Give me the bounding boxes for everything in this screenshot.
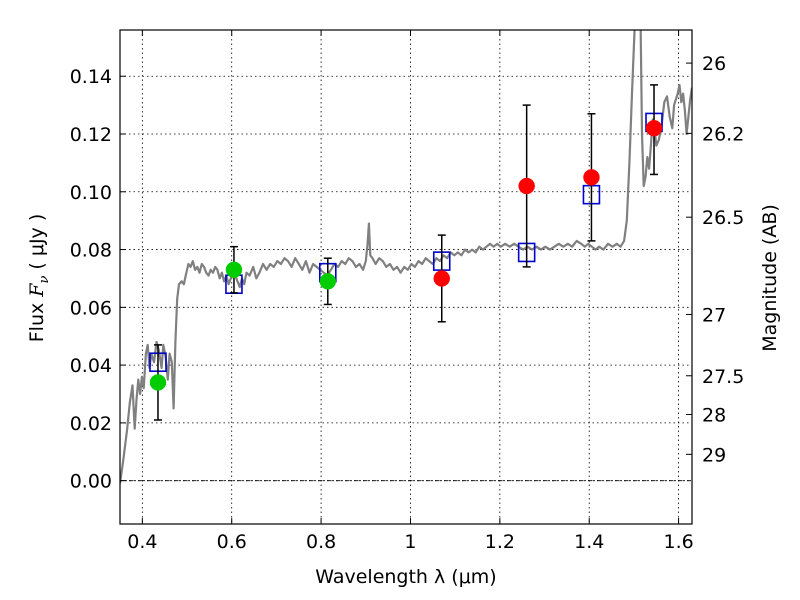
y-axis-label-prefix: Flux [26, 297, 48, 343]
y-tick-label: 0.08 [70, 240, 112, 262]
x-tick-label: 1.6 [663, 531, 693, 553]
x-tick-label: 0.8 [306, 531, 336, 553]
y-tick-label: 0.00 [70, 471, 112, 493]
right-tick-label: 29 [702, 444, 726, 466]
y-axis-label-symbol: F [26, 283, 48, 298]
observed-point [645, 119, 663, 137]
spectrum-line-segment-2 [639, 30, 692, 188]
y-axis-label-left: Flux Fν ( μJy ) [26, 214, 52, 343]
y-axis-label-subscript: ν [37, 276, 52, 284]
y-tick-label: 0.02 [70, 413, 112, 435]
plot-area [120, 30, 692, 484]
observed-point [583, 169, 600, 186]
x-tick-label: 1.2 [485, 531, 515, 553]
y-tick-label: 0.04 [70, 355, 112, 377]
x-tick-label: 0.4 [127, 531, 157, 553]
x-tick-label: 0.6 [217, 531, 247, 553]
x-axis-label: Wavelength λ (μm) [315, 566, 496, 588]
y-axis-label-right: Magnitude (AB) [759, 204, 781, 352]
right-tick-label: 27 [702, 304, 726, 326]
observed-point [433, 270, 450, 287]
observed-point [319, 273, 337, 290]
observed-point [225, 261, 243, 279]
observed-point [518, 177, 535, 195]
x-tick-label: 1 [404, 531, 416, 553]
x-tick-label: 1.4 [574, 531, 604, 553]
y-tick-label: 0.14 [70, 66, 112, 88]
plot-frame [119, 29, 693, 525]
y-tick-label: 0.10 [70, 182, 112, 204]
grid [120, 30, 692, 524]
right-tick-label: 26.2 [702, 123, 744, 145]
right-tick-label: 26 [702, 53, 726, 75]
observed-point [149, 374, 167, 391]
y-axis-label-suffix: ( μJy ) [26, 214, 48, 276]
spectrum-line-segment-1 [120, 30, 636, 484]
right-tick-label: 26.5 [702, 207, 744, 229]
y-tick-label: 0.06 [70, 297, 112, 319]
y-tick-label: 0.12 [70, 124, 112, 146]
ticks: 0.4 0.6 0.8 1 1.2 1.4 1.6 0.00 0.02 0.04 0.06 0.08 0… [70, 30, 744, 553]
right-tick-label: 28 [702, 404, 726, 426]
right-tick-label: 27.5 [702, 366, 744, 388]
